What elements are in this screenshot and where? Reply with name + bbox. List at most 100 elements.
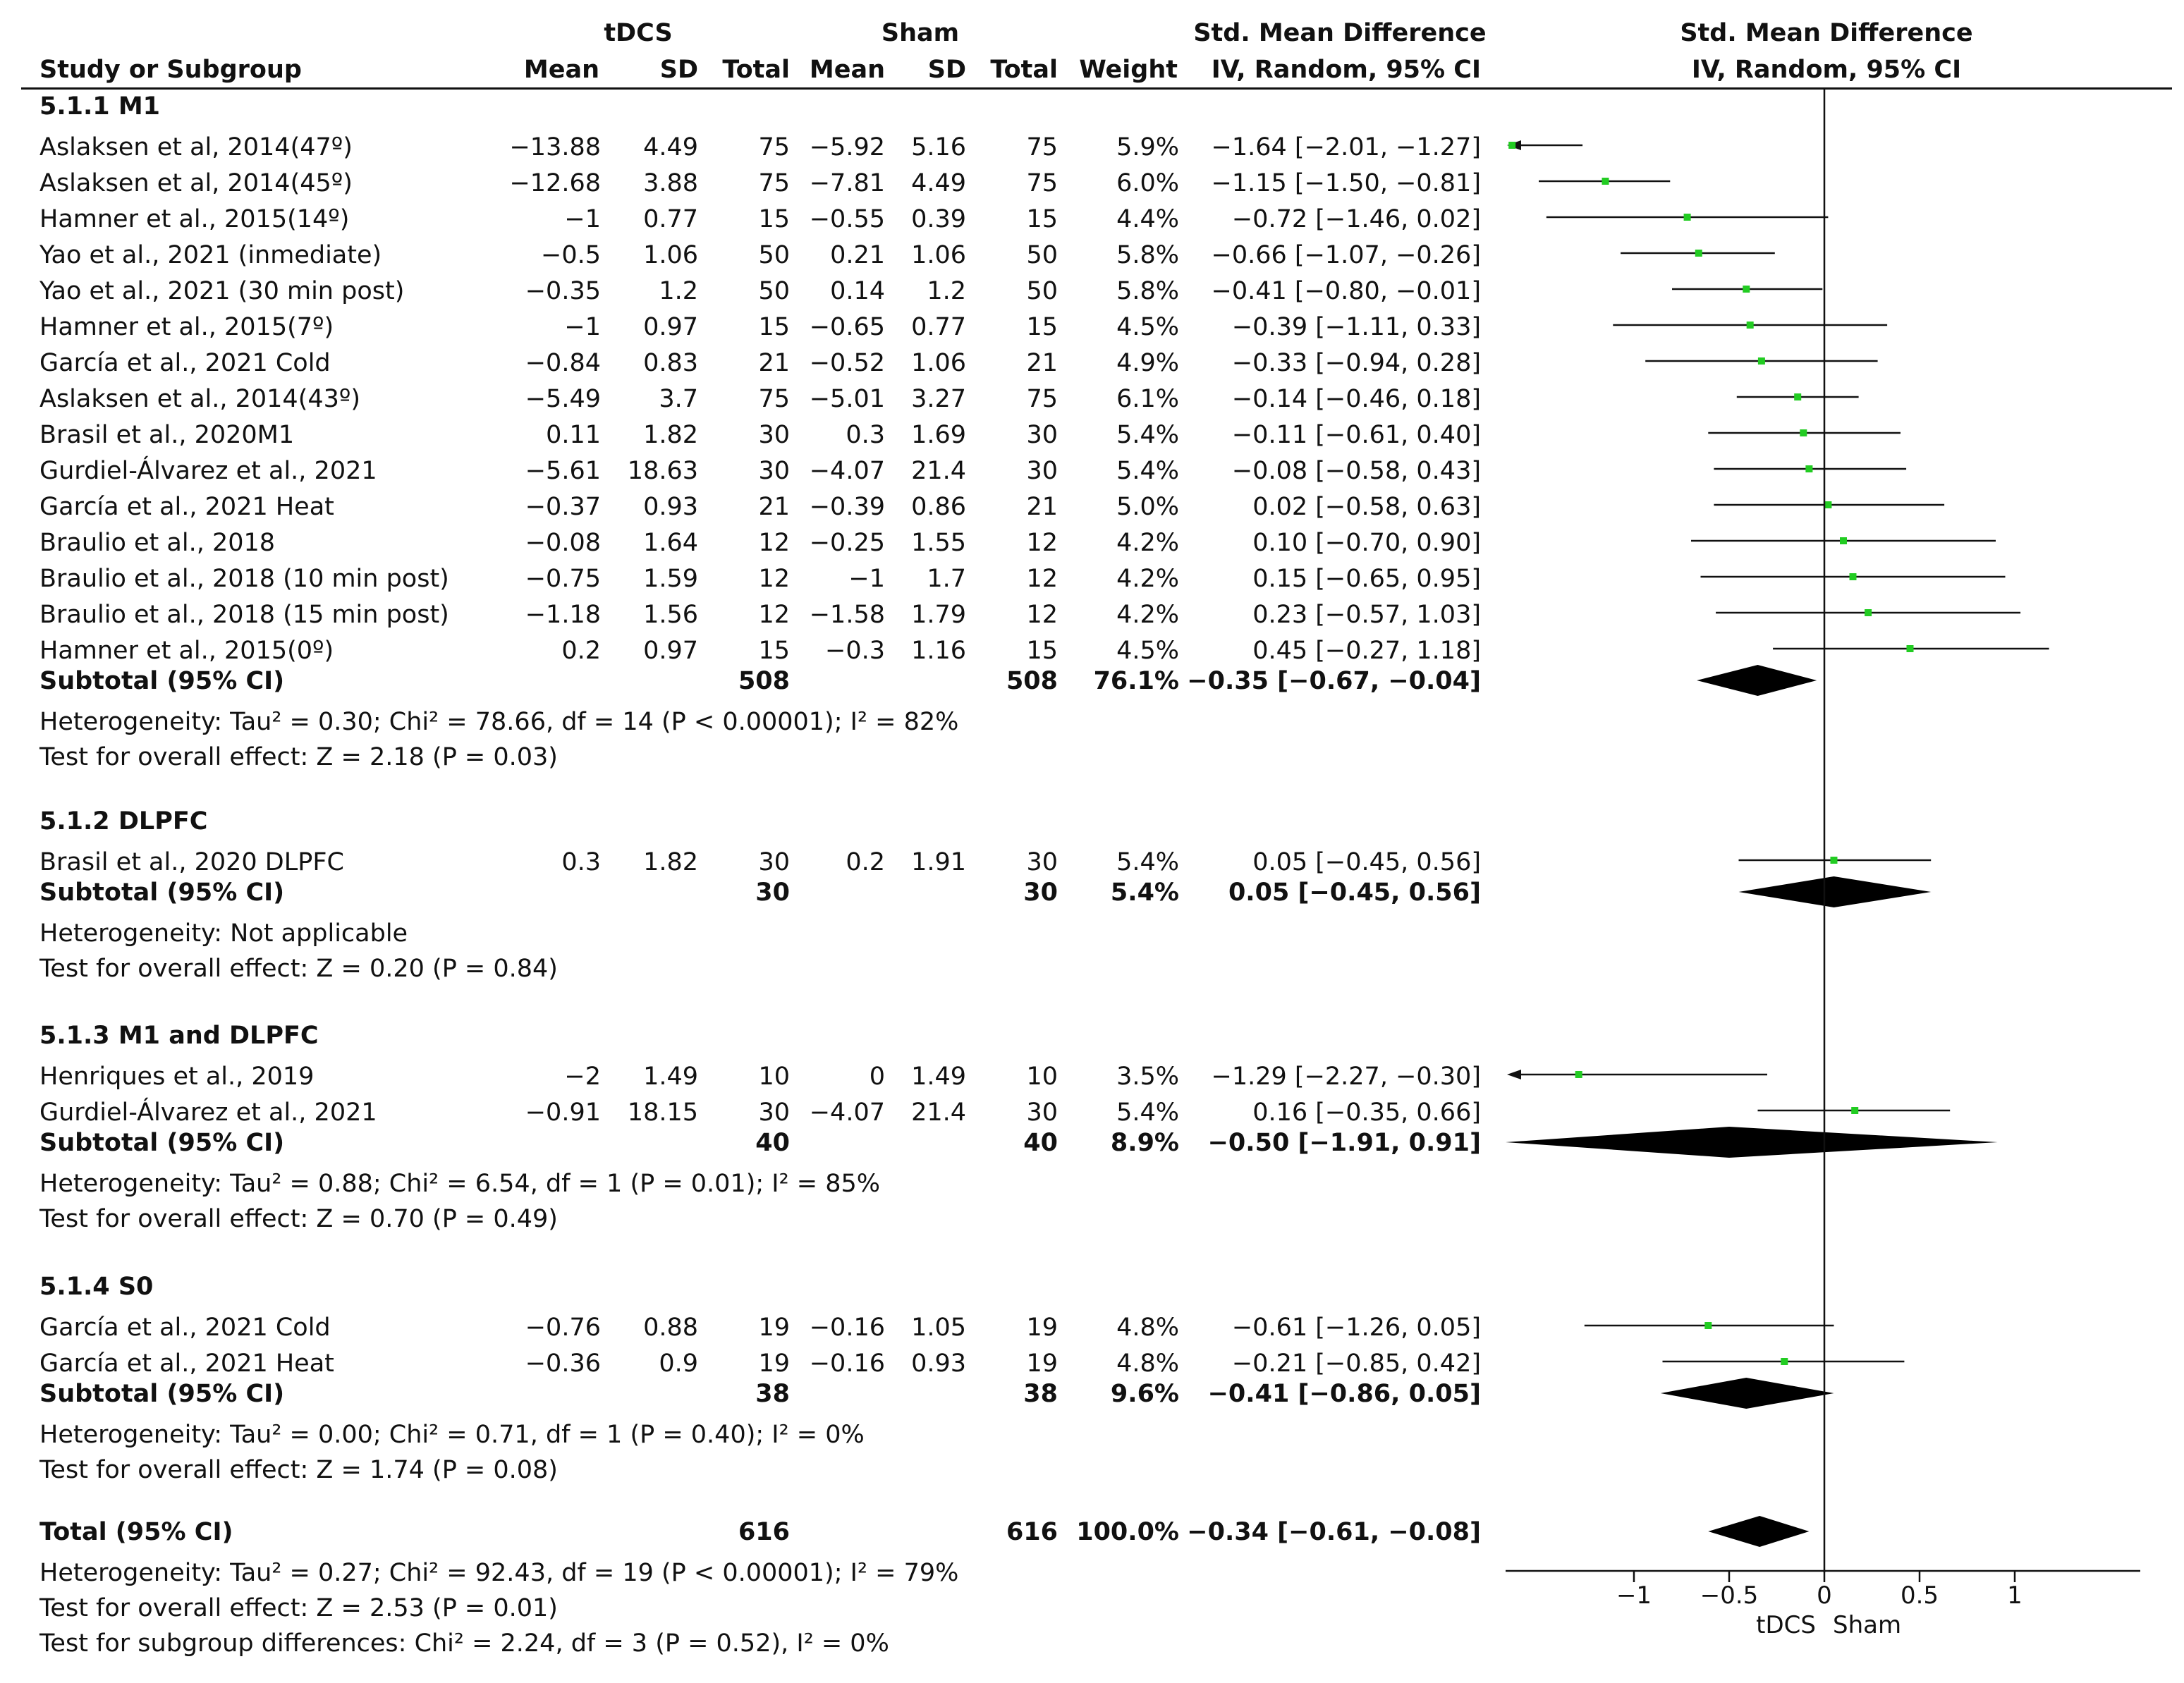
subtotal-label: Subtotal (95% CI) <box>39 667 285 695</box>
cell-n1: 508 <box>738 667 790 695</box>
cell-w: 4.2% <box>1116 601 1179 629</box>
subgroup-title: 5.1.3 M1 and DLPFC <box>39 1022 319 1050</box>
header-plot-method: IV, Random, 95% CI <box>1691 56 1962 84</box>
study-name: Aslaksen et al, 2014(45º) <box>39 169 353 197</box>
point-estimate <box>1575 1071 1582 1078</box>
cell-m2: 0.3 <box>846 421 885 449</box>
cell-n1: 30 <box>758 421 790 449</box>
cell-m1: 0.3 <box>561 848 601 876</box>
cell-w: 4.4% <box>1116 205 1179 233</box>
cell-w: 5.8% <box>1116 277 1179 305</box>
cell-w: 6.0% <box>1116 169 1179 197</box>
x-tick-label: 1 <box>2007 1581 2023 1610</box>
subtotal-label: Subtotal (95% CI) <box>39 1380 285 1408</box>
cell-n2: 30 <box>1026 1098 1058 1127</box>
study-name: Hamner et al., 2015(14º) <box>39 205 350 233</box>
cell-sd1: 1.59 <box>643 565 698 593</box>
study-name: García et al., 2021 Heat <box>39 1350 334 1378</box>
cell-m1: 0.2 <box>561 637 601 665</box>
cell-sd1: 4.49 <box>643 133 698 161</box>
cell-sd1: 0.83 <box>643 349 698 377</box>
cell-sd1: 0.9 <box>659 1350 698 1378</box>
point-estimate <box>1800 429 1807 436</box>
cell-m1: −2 <box>564 1063 601 1091</box>
cell-n2: 50 <box>1026 241 1058 269</box>
cell-sd2: 1.2 <box>927 277 966 305</box>
cell-n1: 12 <box>758 601 790 629</box>
cell-m2: −5.92 <box>809 133 885 161</box>
cell-w: 4.8% <box>1116 1314 1179 1342</box>
cell-ci: −0.66 [−1.07, −0.26] <box>1211 241 1481 269</box>
cell-ci: −1.29 [−2.27, −0.30] <box>1211 1063 1481 1091</box>
study-name: Brasil et al., 2020 DLPFC <box>39 848 344 876</box>
cell-sd2: 1.05 <box>911 1314 966 1342</box>
subtotal-diamond <box>1738 876 1932 907</box>
cell-ci: −0.34 [−0.61, −0.08] <box>1187 1518 1481 1546</box>
cell-sd1: 1.82 <box>643 421 698 449</box>
cell-w: 100.0% <box>1076 1518 1179 1546</box>
cell-sd1: 1.82 <box>643 848 698 876</box>
cell-w: 5.0% <box>1116 493 1179 521</box>
study-name: Hamner et al., 2015(0º) <box>39 637 334 665</box>
cell-w: 4.5% <box>1116 637 1179 665</box>
point-estimate <box>1851 1107 1859 1114</box>
cell-n2: 50 <box>1026 277 1058 305</box>
header-group1: tDCS <box>604 19 673 47</box>
header-sd1: SD <box>659 56 698 84</box>
header-plot-title: Std. Mean Difference <box>1680 19 1973 47</box>
total-overall-effect-text: Test for overall effect: Z = 2.53 (P = 0… <box>39 1594 558 1622</box>
cell-ci: −0.35 [−0.67, −0.04] <box>1187 667 1481 695</box>
cell-sd2: 0.77 <box>911 313 966 341</box>
cell-ci: 0.45 [−0.27, 1.18] <box>1252 637 1481 665</box>
cell-m1: −0.5 <box>541 241 601 269</box>
cell-m1: −12.68 <box>509 169 601 197</box>
cell-sd2: 0.39 <box>911 205 966 233</box>
cell-sd2: 0.93 <box>911 1350 966 1378</box>
cell-m1: −0.37 <box>525 493 601 521</box>
study-name: Braulio et al., 2018 (10 min post) <box>39 565 449 593</box>
cell-sd2: 3.27 <box>911 385 966 413</box>
cell-n2: 15 <box>1026 313 1058 341</box>
cell-w: 5.4% <box>1116 421 1179 449</box>
cell-ci: −0.11 [−0.61, 0.40] <box>1231 421 1481 449</box>
cell-ci: 0.16 [−0.35, 0.66] <box>1252 1098 1481 1127</box>
header-mean1: Mean <box>523 56 599 84</box>
cell-n1: 15 <box>758 313 790 341</box>
cell-sd1: 1.56 <box>643 601 698 629</box>
cell-m2: −1 <box>848 565 885 593</box>
point-estimate <box>1508 142 1516 149</box>
study-name: Yao et al., 2021 (30 min post) <box>39 277 405 305</box>
cell-ci: −0.41 [−0.80, −0.01] <box>1211 277 1481 305</box>
subtotal-diamond <box>1697 665 1817 696</box>
cell-n1: 19 <box>758 1314 790 1342</box>
cell-n2: 30 <box>1026 848 1058 876</box>
cell-sd2: 1.69 <box>911 421 966 449</box>
cell-ci: −0.50 [−1.91, 0.91] <box>1207 1129 1481 1157</box>
point-estimate <box>1794 393 1802 400</box>
cell-m2: −4.07 <box>809 457 885 485</box>
study-name: Aslaksen et al, 2014(47º) <box>39 133 353 161</box>
x-tick-label: −1 <box>1616 1581 1652 1610</box>
subtotal-label: Subtotal (95% CI) <box>39 1129 285 1157</box>
heterogeneity-text: Heterogeneity: Tau² = 0.88; Chi² = 6.54,… <box>39 1170 881 1198</box>
header-total2: Total <box>990 56 1058 84</box>
cell-n2: 508 <box>1006 667 1058 695</box>
cell-m1: −0.75 <box>525 565 601 593</box>
cell-ci: 0.05 [−0.45, 0.56] <box>1252 848 1481 876</box>
cell-m2: 0.21 <box>830 241 885 269</box>
overall-effect-text: Test for overall effect: Z = 1.74 (P = 0… <box>39 1456 558 1484</box>
cell-m2: −0.16 <box>809 1350 885 1378</box>
header-group2: Sham <box>881 19 960 47</box>
cell-n2: 30 <box>1026 421 1058 449</box>
ci-arrow-left <box>1507 1070 1521 1079</box>
subtotal-label: Subtotal (95% CI) <box>39 879 285 907</box>
point-estimate <box>1805 465 1813 472</box>
cell-w: 5.4% <box>1116 457 1179 485</box>
header-effect-title: Std. Mean Difference <box>1193 19 1487 47</box>
subgroup-title: 5.1.1 M1 <box>39 92 161 121</box>
cell-n2: 30 <box>1026 457 1058 485</box>
cell-n1: 30 <box>755 879 790 907</box>
cell-n1: 19 <box>758 1350 790 1378</box>
point-estimate <box>1781 1358 1788 1365</box>
